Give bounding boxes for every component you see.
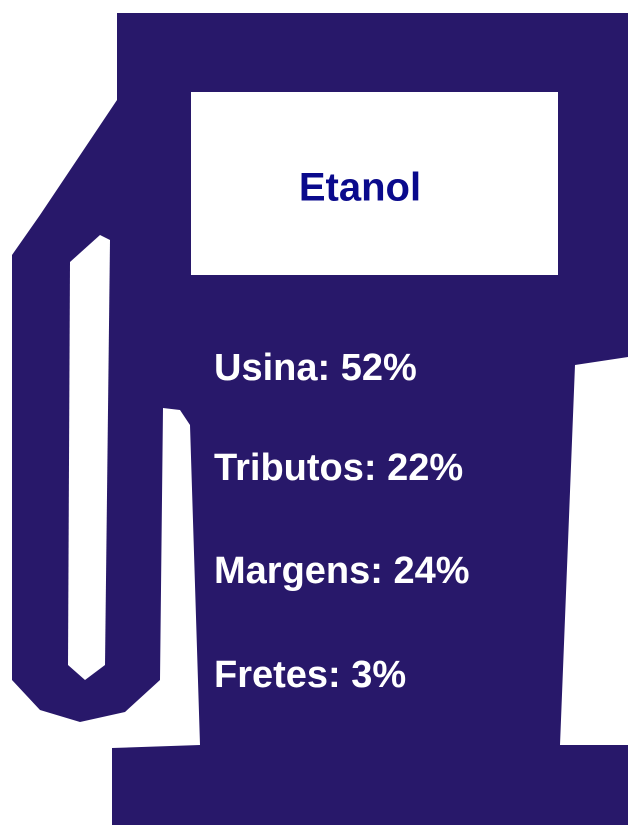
- hose-gap: [68, 235, 110, 680]
- item-label: Tributos: 22%: [214, 447, 463, 489]
- item-label: Usina: 52%: [214, 347, 417, 389]
- item-list: Usina: 52% Tributos: 22% Margens: 24% Frete…: [214, 347, 470, 696]
- display-window: [191, 92, 558, 275]
- item-label: Fretes: 3%: [214, 654, 406, 696]
- title: Etanol: [299, 166, 421, 210]
- item-label: Margens: 24%: [214, 550, 470, 592]
